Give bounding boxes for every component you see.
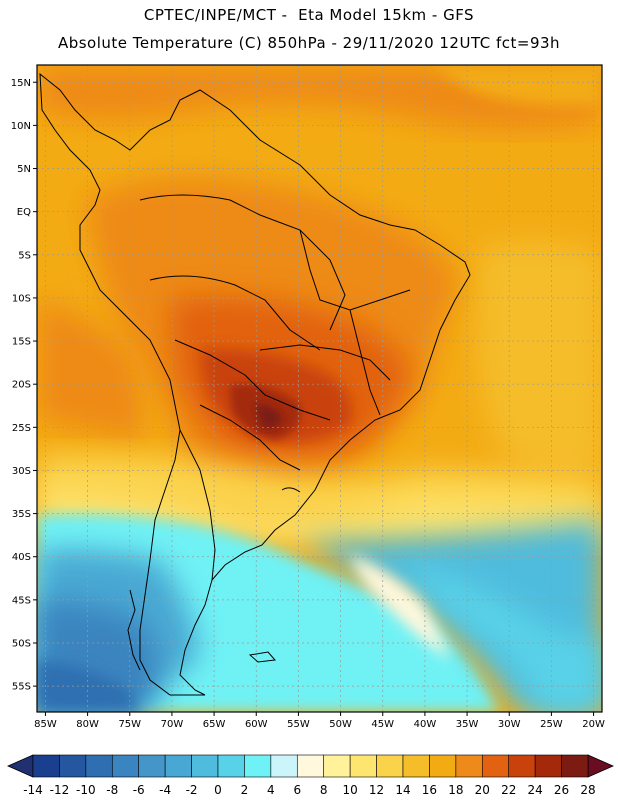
colorbar-label: 18 [448,783,463,797]
longitude-label: 45W [371,719,394,730]
falkland-islands-outline [248,651,277,663]
map-subtitle: Absolute Temperature (C) 850hPa - 29/11/… [57,34,561,52]
longitude-label: 80W [76,719,99,730]
country-border [174,339,331,421]
colorbar-swatch [561,754,589,778]
colorbar-label: -4 [159,783,171,797]
state-border [259,344,391,381]
colorbar-label: 6 [293,783,301,797]
latitude-label: 10N [11,121,31,132]
colorbar-label: 16 [422,783,437,797]
longitude-label: 35W [456,719,479,730]
longitude-label: 25W [540,719,563,730]
colorbar-swatch [244,754,272,778]
latitude-label: 30S [12,466,31,477]
colorbar-label: 4 [267,783,275,797]
colorbar-swatch [376,754,404,778]
colorbar-swatch [481,754,510,778]
latitude-label: 5S [18,250,31,261]
colorbar-label: 2 [241,783,249,797]
colorbar-label: 14 [395,783,410,797]
lagoon-outline [281,487,301,493]
latitude-label: 45S [12,595,31,606]
south-america-coastline [39,72,471,696]
latitude-label: 15N [11,78,31,89]
colorbar-label: -14 [23,783,43,797]
longitude-labels: 85W 80W 75W 70W 65W 60W 55W 50W 45W 40W 35W 30W 25W 2… [34,712,605,730]
colorbar-swatch [59,754,87,778]
colorbar-swatch [534,754,562,778]
colorbar-swatch [32,754,60,778]
colorbar: -14 -12 -10 -8 -6 -4 -2 0 2 4 6 8 10 12 14 16 18 20 22 24 26… [7,754,614,797]
colorbar-swatch [429,754,457,778]
colorbar-swatch [217,754,245,778]
colorbar-swatch [164,754,192,778]
state-border [349,309,381,416]
colorbar-label: 26 [554,783,569,797]
colorbar-label: 10 [343,783,358,797]
longitude-label: 55W [287,719,310,730]
colorbar-label: -12 [50,783,70,797]
colorbar-label: 0 [214,783,222,797]
map-frame [36,64,603,713]
state-border [299,229,411,311]
colorbar-swatch [323,754,351,778]
colorbar-label: 20 [475,783,490,797]
latitude-label: EQ [17,207,31,218]
colorbar-high-arrow [587,754,614,778]
chile-fjord-coast [127,589,141,671]
latitude-label: 25S [12,423,31,434]
longitude-label: 65W [203,719,226,730]
colorbar-label: 12 [369,783,384,797]
longitude-label: 75W [118,719,141,730]
longitude-label: 20W [582,719,605,730]
colorbar-low-arrow [7,754,34,778]
colorbar-swatch [85,754,113,778]
colorbar-label: 24 [528,783,543,797]
colorbar-label: -8 [106,783,118,797]
colorbar-swatch [508,754,536,778]
colorbar-label: -10 [76,783,96,797]
latitude-label: 15S [12,337,31,348]
latitude-label: 10S [12,293,31,304]
latitude-label: 40S [12,552,31,563]
colorbar-swatch [138,754,166,778]
latitude-label: 35S [12,509,31,520]
colorbar-label: 22 [501,783,516,797]
graticule [37,65,602,712]
longitude-label: 50W [329,719,352,730]
longitude-label: 70W [161,719,184,730]
colorbar-swatch [455,754,483,778]
longitude-label: 60W [245,719,268,730]
colorbar-swatch [349,754,377,778]
country-border [149,275,321,351]
latitude-label: 55S [12,682,31,693]
colorbar-swatch [402,754,430,778]
map-title: CPTEC/INPE/MCT - Eta Model 15km - GFS [143,6,475,24]
longitude-label: 30W [498,719,521,730]
temperature-field [37,65,602,712]
latitude-labels: 15N 10N 5N EQ 5S 10S 15S 20S 25S 30S 35S 40S 45S 50S 5… [11,78,37,693]
colorbar-label: 8 [320,783,328,797]
colorbar-swatch [296,754,325,778]
colorbar-swatch [191,754,219,778]
colorbar-label: -2 [186,783,198,797]
colorbar-swatch [270,754,298,778]
longitude-label: 85W [34,719,57,730]
latitude-label: 5N [17,164,31,175]
latitude-label: 50S [12,638,31,649]
country-border [199,404,301,471]
colorbar-label: 28 [580,783,595,797]
colorbar-label: -6 [133,783,145,797]
coastlines [39,72,471,696]
latitude-label: 20S [12,380,31,391]
colorbar-swatch [111,754,140,778]
longitude-label: 40W [414,719,437,730]
country-border [179,429,216,581]
country-border [139,194,346,331]
